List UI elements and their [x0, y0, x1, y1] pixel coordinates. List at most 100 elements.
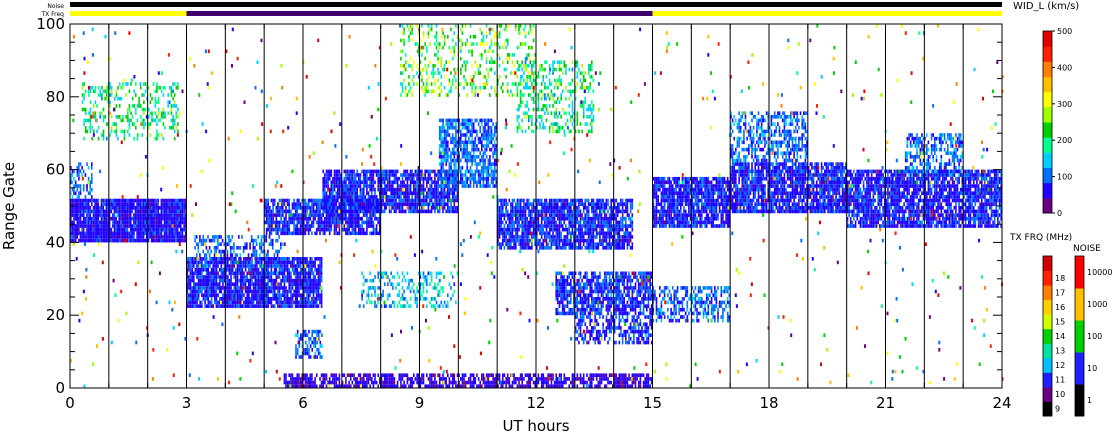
heatmap-cell [138, 220, 140, 225]
heatmap-cell [212, 289, 215, 294]
heatmap-cell [527, 235, 530, 239]
heatmap-cell [291, 220, 294, 225]
heatmap-cell [298, 304, 300, 308]
heatmap-cell [311, 209, 313, 214]
heatmap-cell [256, 260, 258, 265]
heatmap-cell [84, 173, 87, 177]
heatmap-cell [83, 122, 85, 126]
heatmap-cell [369, 184, 371, 188]
heatmap-cell [189, 293, 192, 298]
heatmap-cell [280, 242, 282, 247]
heatmap-cell [100, 227, 103, 232]
heatmap-cell [101, 96, 103, 101]
heatmap-cell [254, 289, 257, 294]
heatmap-cell [453, 187, 456, 192]
heatmap-cell [94, 238, 96, 243]
heatmap-cell [275, 278, 278, 283]
heatmap-cell [294, 286, 297, 290]
heatmap-cell [194, 304, 197, 308]
heatmap-cell [377, 187, 380, 192]
heatmap-cell [555, 220, 558, 225]
heatmap-cell [291, 282, 294, 287]
heatmap-cell [510, 227, 512, 232]
heatmap-cell [270, 282, 273, 287]
heatmap-cell [148, 122, 150, 126]
heatmap-cell [385, 198, 388, 203]
heatmap-cell [307, 220, 310, 225]
heatmap-cell [319, 275, 321, 279]
heatmap-cell [379, 191, 381, 196]
heatmap-cell [183, 227, 185, 232]
heatmap-cell [466, 169, 469, 174]
heatmap-cell [393, 198, 396, 203]
heatmap-cell [568, 206, 571, 210]
heatmap-cell [233, 242, 235, 247]
heatmap-cell [534, 213, 537, 217]
heatmap-cell [426, 191, 428, 196]
heatmap-cell [579, 235, 582, 239]
heatmap-cell [338, 176, 341, 181]
heatmap-cell [481, 184, 483, 188]
heatmap-cell [354, 220, 357, 225]
heatmap-cell [513, 224, 515, 228]
heatmap-cell [560, 209, 562, 214]
heatmap-cell [408, 184, 410, 188]
heatmap-cell [542, 216, 545, 221]
heatmap-cell [443, 144, 446, 148]
heatmap-cell [265, 257, 268, 261]
heatmap-cell [268, 242, 271, 247]
heatmap-cell [152, 206, 155, 210]
heatmap-cell [105, 136, 108, 141]
heatmap-cell [409, 173, 412, 177]
heatmap-cell [71, 235, 74, 239]
heatmap-cell [303, 304, 305, 308]
heatmap-cell [414, 169, 417, 174]
heatmap-cell [388, 195, 391, 199]
heatmap-cell [426, 198, 428, 203]
heatmap-cell [516, 220, 519, 225]
heatmap-cell [188, 300, 190, 305]
heatmap-cell [484, 136, 486, 141]
heatmap-cell [324, 187, 326, 192]
heatmap-cell [277, 220, 279, 225]
heatmap-cell [84, 209, 87, 214]
heatmap-cell [181, 202, 184, 207]
heatmap-cell [113, 198, 116, 203]
heatmap-cell [540, 220, 543, 225]
heatmap-cell [487, 125, 490, 130]
heatmap-cell [482, 129, 485, 134]
heatmap-cell [78, 176, 80, 181]
heatmap-cell [502, 227, 504, 232]
heatmap-cell [252, 238, 255, 243]
heatmap-cell [202, 264, 205, 268]
heatmap-cell [184, 227, 187, 232]
heatmap-cell [553, 227, 556, 232]
heatmap-cell [555, 235, 558, 239]
heatmap-cell [579, 209, 582, 214]
heatmap-cell [471, 176, 473, 181]
heatmap-cell [498, 206, 501, 210]
heatmap-cell [327, 213, 329, 217]
heatmap-cell [430, 187, 433, 192]
heatmap-cell [372, 220, 375, 225]
heatmap-cell [123, 235, 126, 239]
heatmap-cell [398, 191, 401, 196]
heatmap-cell [83, 82, 85, 86]
heatmap-cell [565, 235, 567, 239]
heatmap-cell [333, 224, 336, 228]
heatmap-cell [280, 264, 282, 268]
heatmap-cell [426, 209, 428, 214]
heatmap-cell [286, 304, 289, 308]
heatmap-cell [270, 260, 273, 265]
heatmap-cell [290, 293, 292, 298]
heatmap-cell [460, 169, 462, 174]
heatmap-cell [404, 209, 407, 214]
heatmap-cell [526, 216, 528, 221]
heatmap-cell [359, 206, 362, 210]
heatmap-cell [479, 176, 482, 181]
heatmap-cell [332, 216, 334, 221]
heatmap-cell [214, 271, 216, 276]
heatmap-cell [277, 206, 279, 210]
heatmap-cell [94, 231, 96, 236]
heatmap-cell [260, 286, 263, 290]
